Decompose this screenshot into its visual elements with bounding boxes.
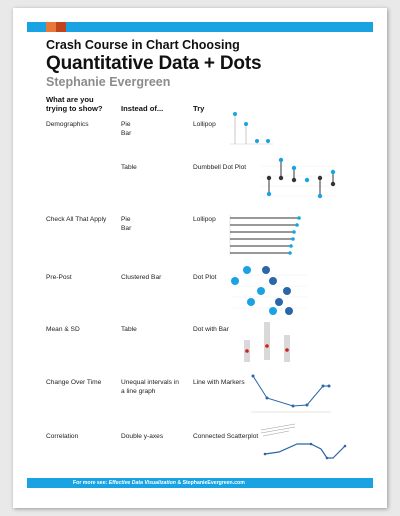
row-instead: Clustered Bar [121,274,162,281]
dot-plot-thumbnail [231,266,307,315]
row-show: Change Over Time [46,379,102,386]
title-line2: Quantitative Data + Dots [46,53,262,74]
column-header-show-line1: What are you [46,95,94,104]
row-instead: Double y-axes [121,433,164,440]
rust-swatch [56,22,66,32]
row-instead: Table [121,326,137,333]
column-header-show-line2: trying to show? [46,104,103,113]
footer-prefix: For more see: [73,480,109,486]
row-try: Connected Scatterplot [193,433,259,440]
row-instead: Pie Bar [121,216,132,232]
lollipop-vertical-thumbnail [230,112,273,145]
row-show: Mean & SD [46,326,80,333]
line-markers-thumbnail [251,374,331,413]
connected-scatter-thumbnail [260,423,347,460]
orange-swatch [46,22,56,32]
row-instead: Unequal intervals in a line graph [121,379,179,395]
footer-site-link[interactable]: StephanieEvergreen.com [182,480,245,486]
row-show: Correlation [46,433,79,440]
top-accent-bar [27,22,373,32]
row-show: Demographics [46,121,89,128]
column-header-show: What are you trying to show? [46,95,103,113]
footer-joiner: & [175,480,183,486]
row-instead: Table [121,164,137,171]
row-show: Pre-Post [46,274,72,281]
cheat-sheet-page: Crash Course in Chart Choosing Quantitat… [13,8,387,508]
dumbbell-thumbnail [261,157,337,199]
row-try: Dot Plot [193,274,217,281]
footer-bar [27,478,373,488]
footer-book-title: Effective Data Visualization [108,480,176,486]
row-try: Lollipop [193,121,216,128]
row-try: Line with Markers [193,379,245,386]
row-show: Check All That Apply [46,216,107,223]
dot-with-bar-thumbnail [244,322,290,362]
lollipop-horizontal-thumbnail [229,215,301,255]
row-instead: Pie Bar [121,121,132,137]
column-header-instead: Instead of... [121,104,164,113]
row-try: Dumbbell Dot Plot [193,164,247,171]
footer-text: For more see: Effective Data Visualizati… [73,479,245,487]
author-name: Stephanie Evergreen [46,75,171,89]
row-try: Dot with Bar [193,326,229,333]
row-try: Lollipop [193,216,216,223]
title-line1: Crash Course in Chart Choosing [46,38,240,52]
column-header-try: Try [193,104,205,113]
